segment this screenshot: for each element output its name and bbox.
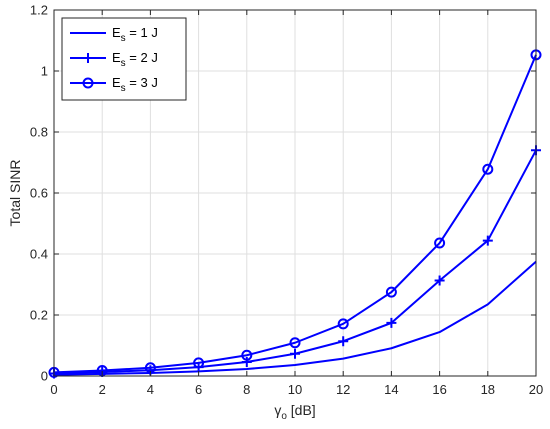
legend-plus-marker — [83, 53, 93, 63]
legend-entry-1: Es = 1 J — [70, 25, 158, 44]
plus-point — [482, 235, 493, 246]
circle-point — [193, 357, 205, 369]
circle-point — [385, 286, 397, 298]
plus-point — [338, 336, 349, 347]
y-axis-title: Total SINR — [7, 160, 23, 227]
legend-entry-3: Es = 3 J — [70, 75, 158, 94]
x-tick-label: 12 — [336, 382, 350, 397]
plus-point — [241, 356, 252, 367]
tick-labels: 0 2 4 6 8 10 12 14 16 18 20 0 0.2 0.4 0.6 0.8 1 1.2 — [30, 3, 543, 398]
y-tick-label: 0.2 — [30, 308, 48, 323]
x-tick-label: 14 — [384, 382, 398, 397]
legend-entry-2: Es = 2 J — [70, 50, 158, 69]
y-tick-label: 0 — [41, 369, 48, 384]
x-tick-label: 2 — [99, 382, 106, 397]
y-tick-label: 0.6 — [30, 186, 48, 201]
legend: Es = 1 J Es = 2 J Es = 3 J — [61, 17, 187, 101]
x-tick-label: 4 — [147, 382, 154, 397]
series-line-3 — [53, 54, 537, 374]
legend-label-1: Es = 1 J — [112, 25, 158, 44]
axis-ticks — [53, 9, 537, 377]
y-tick-label: 1.2 — [30, 3, 48, 18]
y-tick-label: 0.4 — [30, 247, 48, 262]
x-tick-label: 10 — [288, 382, 302, 397]
plus-point — [290, 348, 300, 359]
circle-point — [337, 318, 349, 330]
plus-point — [386, 317, 397, 328]
x-tick-label: 8 — [243, 382, 250, 397]
legend-label-3: Es = 3 J — [112, 75, 158, 94]
circle-point — [482, 163, 494, 175]
legend-circle-marker — [82, 77, 94, 89]
legend-label-2: Es = 2 J — [112, 50, 158, 69]
x-tick-label: 16 — [432, 382, 446, 397]
x-tick-label: 18 — [481, 382, 495, 397]
y-tick-label: 1 — [41, 64, 48, 79]
series-line-1 — [53, 260, 537, 376]
x-axis-title: γo [dB] — [274, 402, 315, 422]
circle-point — [241, 349, 253, 361]
plus-point — [434, 275, 445, 286]
circle-point — [434, 237, 446, 249]
x-tick-label: 20 — [529, 382, 543, 397]
series-1 — [53, 260, 537, 376]
circle-point — [289, 337, 301, 349]
x-tick-label: 6 — [195, 382, 202, 397]
y-tick-label: 0.8 — [30, 125, 48, 140]
x-tick-label: 0 — [50, 382, 57, 397]
